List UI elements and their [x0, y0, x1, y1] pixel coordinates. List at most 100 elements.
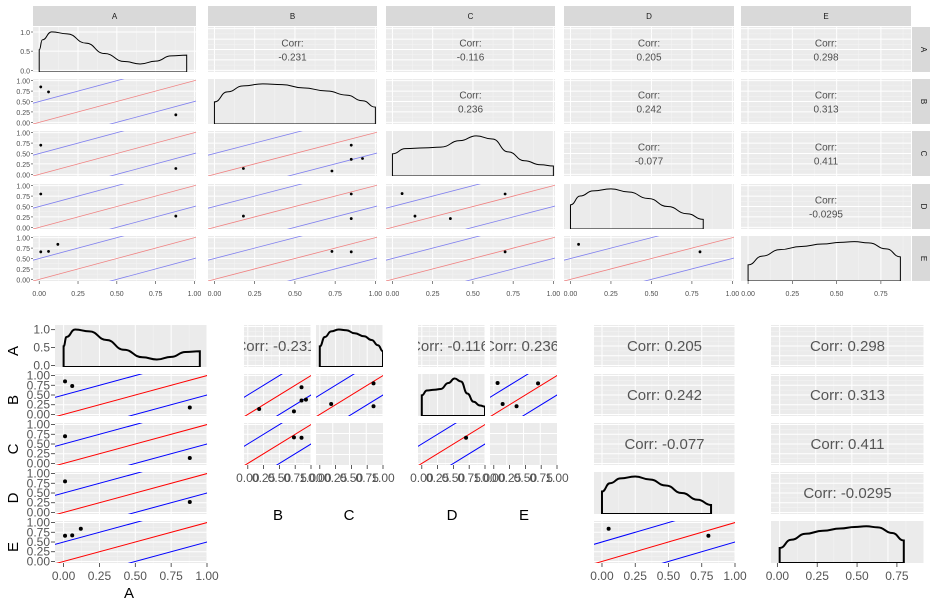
strip-top-label-D: D — [646, 12, 652, 21]
bottom-axis-label-B: B — [273, 507, 283, 524]
detached-panel-22-layer: Corr: 0.298 — [771, 325, 924, 367]
correlation-label-CD: Corr: — [638, 143, 660, 154]
x-tick-label-detached: 0.50 — [845, 569, 869, 583]
data-point — [349, 250, 353, 254]
top-panel-ED-layer — [564, 236, 734, 281]
blue-reference-line — [33, 79, 125, 104]
strip-right-label-E: E — [919, 256, 928, 261]
bottom-axis-label-C: C — [344, 507, 355, 524]
x-tick-label-detached: 0.25 — [498, 471, 522, 485]
red-reference-line — [33, 79, 196, 124]
blue-reference-line — [55, 423, 143, 447]
data-point — [56, 242, 60, 246]
detached-panel-4-layer — [55, 521, 207, 563]
top-panel-DE-layer: Corr: -0.0295 — [741, 184, 911, 229]
blue-reference-line — [275, 443, 311, 465]
blue-reference-line — [564, 236, 660, 261]
correlation-label-detached: Corr: 0.298 — [810, 338, 885, 355]
left-axis-label-E: E — [5, 542, 22, 552]
y-tick-label-detached: 0.75 — [27, 378, 51, 392]
data-point — [698, 250, 702, 254]
red-reference-line — [244, 423, 311, 465]
top-panel-EE-layer — [747, 236, 904, 281]
data-point — [70, 533, 75, 538]
blue-reference-line — [275, 394, 311, 416]
blue-reference-line — [386, 236, 481, 261]
correlation-value-CE: 0.411 — [814, 157, 839, 168]
correlation-label-detached: Corr: 0.205 — [627, 338, 702, 355]
x-tick-label: 0.25 — [604, 291, 618, 298]
top-panel-AA-background — [33, 27, 196, 72]
red-reference-line — [55, 424, 207, 465]
x-tick-label-detached: 0.00 — [52, 569, 76, 583]
top-panel-BE-layer: Corr: 0.313 — [741, 79, 911, 124]
red-reference-line — [33, 184, 196, 229]
data-point — [39, 250, 43, 254]
x-tick-label-detached: 0.50 — [514, 471, 538, 485]
blue-reference-line — [490, 374, 529, 398]
data-point — [577, 242, 580, 246]
x-tick-label-detached: 0.75 — [159, 569, 183, 583]
strip-top-C — [386, 6, 555, 26]
correlation-label-detached: Corr: -0.231 — [235, 338, 315, 355]
y-tick-label-detached: 0.25 — [27, 496, 51, 510]
blue-reference-line — [347, 394, 383, 416]
density-curve-C — [391, 135, 554, 176]
y-tick-label-detached: 0.25 — [27, 398, 51, 412]
strip-right-label-A: A — [919, 47, 928, 53]
strip-right-C — [912, 131, 930, 176]
y-tick-label: 0.5 — [20, 49, 30, 56]
data-point — [63, 479, 68, 484]
data-point — [371, 381, 376, 386]
data-point — [361, 157, 364, 160]
top-panel-DC-layer — [386, 184, 555, 229]
y-tick-label-detached: 0.75 — [27, 427, 51, 441]
correlation-label-detached: Corr: 0.242 — [627, 387, 702, 404]
y-tick-label: 0.0 — [20, 68, 30, 75]
data-point — [303, 397, 308, 402]
correlation-label-DE: Corr: — [815, 196, 837, 207]
blue-reference-line — [661, 541, 735, 563]
data-point — [174, 167, 178, 170]
top-panel-EB-layer — [208, 236, 377, 281]
y-tick-label: 1.0 — [20, 30, 30, 37]
detached-panel-0-layer — [62, 325, 207, 367]
data-point — [291, 409, 296, 414]
data-point — [349, 157, 353, 161]
top-panel-AA-layer — [33, 27, 196, 72]
y-tick-label-detached: 0.0 — [33, 358, 50, 372]
strip-right-label-B: B — [919, 99, 928, 104]
data-point — [448, 217, 452, 220]
top-panel-AD-layer: Corr: 0.205 — [564, 27, 734, 72]
data-point — [187, 499, 192, 504]
blue-reference-line — [109, 257, 196, 281]
top-panel-BB-layer — [213, 79, 376, 124]
data-point — [503, 192, 507, 196]
data-point — [70, 384, 75, 389]
correlation-value-AC: -0.116 — [457, 53, 485, 64]
x-tick-label-detached: 0.75 — [530, 471, 554, 485]
data-point — [39, 85, 43, 89]
data-point — [291, 435, 296, 440]
top-panel-AE-layer: Corr: 0.298 — [741, 27, 911, 72]
data-point — [299, 435, 304, 440]
data-point — [330, 169, 334, 173]
x-tick-label-detached: 0.75 — [690, 569, 714, 583]
x-tick-label: 0.75 — [328, 291, 342, 298]
correlation-value-AE: 0.298 — [813, 53, 838, 64]
x-tick-label-detached: 1.00 — [473, 471, 497, 485]
x-tick-label-detached: 0.00 — [236, 471, 260, 485]
y-tick-label: 0.50 — [16, 257, 30, 264]
density-curve-E — [778, 525, 905, 563]
blue-reference-line — [109, 205, 196, 229]
strip-right-label-D: D — [919, 204, 928, 210]
top-panel-CB-layer — [208, 131, 377, 176]
red-reference-line — [55, 473, 207, 514]
blue-reference-line — [127, 492, 207, 514]
left-axis-label-C: C — [5, 443, 22, 454]
y-tick-label: 1.00 — [16, 131, 30, 138]
y-tick-label-detached: 0.5 — [33, 341, 50, 355]
data-point — [63, 434, 68, 439]
data-point — [464, 435, 469, 440]
blue-reference-line — [109, 152, 196, 176]
